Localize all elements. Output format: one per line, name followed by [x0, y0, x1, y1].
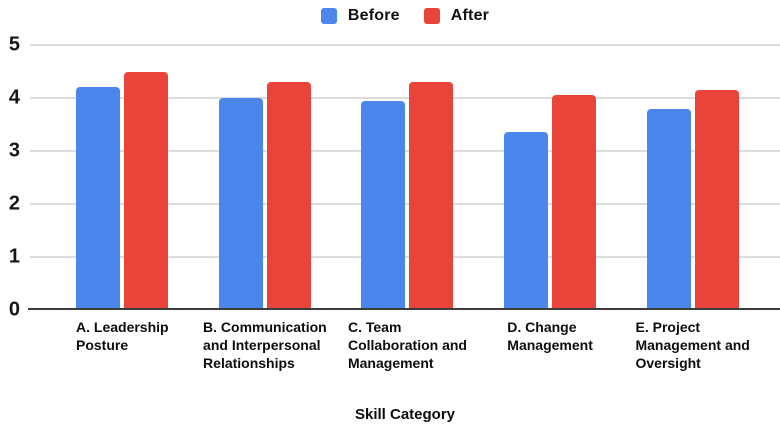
bar-a-after	[124, 71, 169, 310]
bar-group-a	[51, 45, 194, 310]
x-label-c: C. Team Collaboration and Management	[347, 319, 467, 371]
bar-b-before	[218, 98, 263, 310]
x-category-labels: A. Leadership Posture B. Communication an…	[30, 318, 780, 372]
bar-group-c	[336, 45, 479, 310]
bars-container	[30, 45, 780, 310]
bar-c-before	[361, 100, 406, 310]
y-tick-label-0: 0	[8, 298, 20, 321]
x-label-e: E. Project Management and Oversight	[635, 319, 750, 371]
bar-e-before	[646, 108, 691, 310]
x-axis-line	[28, 308, 780, 310]
plot-area	[28, 44, 780, 310]
bar-d-before	[504, 132, 549, 310]
y-tick-label-3: 3	[8, 139, 20, 162]
x-label-cell-b: B. Communication and Interpersonal Relat…	[194, 318, 337, 372]
x-label-cell-e: E. Project Management and Oversight	[621, 318, 764, 372]
gridline-5	[30, 44, 780, 46]
bar-b-after	[266, 82, 311, 310]
y-tick-label-2: 2	[8, 192, 20, 215]
bar-d-after	[552, 95, 597, 310]
y-tick-label-4: 4	[8, 86, 20, 109]
gridline-4	[30, 97, 780, 99]
bar-a-before	[76, 87, 121, 310]
bar-group-e	[621, 45, 764, 310]
x-label-cell-a: A. Leadership Posture	[51, 318, 194, 372]
bar-group-b	[194, 45, 337, 310]
bar-e-after	[694, 90, 739, 310]
legend: Before After	[30, 5, 780, 27]
y-tick-label-1: 1	[8, 245, 20, 268]
bar-group-d	[479, 45, 622, 310]
bar-c-after	[409, 82, 454, 310]
x-label-cell-c: C. Team Collaboration and Management	[336, 318, 479, 372]
legend-item-after: After	[423, 7, 490, 25]
x-label-a: A. Leadership Posture	[76, 319, 169, 353]
x-label-b: B. Communication and Interpersonal Relat…	[203, 319, 327, 371]
legend-swatch-before-icon	[320, 8, 337, 24]
y-axis-labels: 0 1 2 3 4 5	[0, 35, 20, 320]
y-tick-label-5: 5	[8, 33, 20, 56]
x-label-cell-d: D. Change Management	[479, 318, 622, 372]
legend-label-after: After	[450, 7, 490, 24]
legend-item-before: Before	[320, 7, 400, 25]
legend-label-before: Before	[347, 7, 400, 24]
legend-swatch-after-icon	[423, 8, 440, 24]
x-label-d: D. Change Management	[507, 319, 593, 353]
x-axis-title: Skill Category	[354, 406, 456, 423]
